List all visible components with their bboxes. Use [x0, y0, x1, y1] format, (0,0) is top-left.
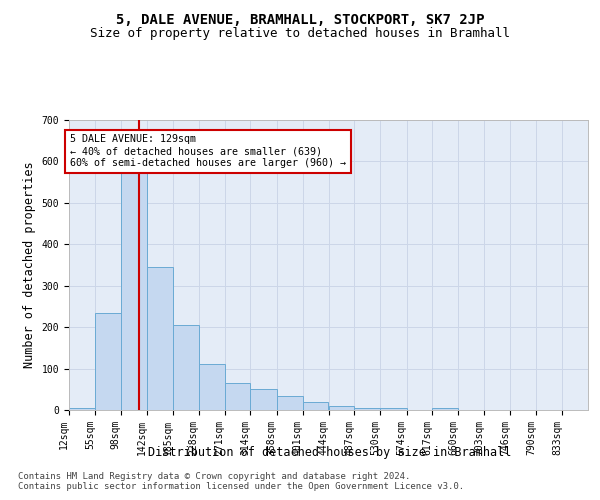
Bar	[173, 325, 199, 410]
Y-axis label: Number of detached properties: Number of detached properties	[23, 162, 36, 368]
Text: Distribution of detached houses by size in Bramhall: Distribution of detached houses by size …	[148, 446, 512, 459]
Bar	[329, 406, 355, 410]
Text: Size of property relative to detached houses in Bramhall: Size of property relative to detached ho…	[90, 28, 510, 40]
Bar	[199, 364, 224, 410]
Bar	[121, 145, 147, 410]
Bar	[250, 390, 277, 410]
Bar	[69, 408, 95, 410]
Bar	[224, 383, 250, 410]
Bar	[380, 408, 407, 410]
Text: Contains HM Land Registry data © Crown copyright and database right 2024.: Contains HM Land Registry data © Crown c…	[18, 472, 410, 481]
Bar	[355, 408, 380, 410]
Bar	[302, 402, 329, 410]
Bar	[433, 408, 458, 410]
Bar	[147, 267, 173, 410]
Bar	[277, 396, 302, 410]
Text: Contains public sector information licensed under the Open Government Licence v3: Contains public sector information licen…	[18, 482, 464, 491]
Text: 5, DALE AVENUE, BRAMHALL, STOCKPORT, SK7 2JP: 5, DALE AVENUE, BRAMHALL, STOCKPORT, SK7…	[116, 12, 484, 26]
Text: 5 DALE AVENUE: 129sqm
← 40% of detached houses are smaller (639)
60% of semi-det: 5 DALE AVENUE: 129sqm ← 40% of detached …	[70, 134, 346, 168]
Bar	[95, 312, 121, 410]
